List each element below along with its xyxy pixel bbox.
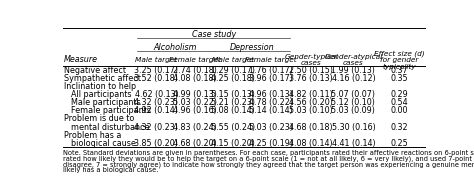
Text: Gender-atypical
cases: Gender-atypical cases <box>324 54 383 66</box>
Text: 4.15 (0.20): 4.15 (0.20) <box>211 139 255 148</box>
Text: 4.68 (0.18): 4.68 (0.18) <box>289 122 333 132</box>
Text: mental disturbance: mental disturbance <box>71 122 149 132</box>
Text: 5.08 (0.14): 5.08 (0.14) <box>211 106 255 115</box>
Text: 4.99 (0.13): 4.99 (0.13) <box>173 90 217 99</box>
Text: 5.03 (0.10): 5.03 (0.10) <box>289 106 333 115</box>
Text: 0.37: 0.37 <box>391 66 409 75</box>
Text: biological cause: biological cause <box>71 139 136 148</box>
Text: 5.15 (0.13): 5.15 (0.13) <box>211 90 255 99</box>
Text: 3.85 (0.20): 3.85 (0.20) <box>135 139 178 148</box>
Text: 3.76 (0.13): 3.76 (0.13) <box>289 74 333 83</box>
Text: 1.99 (0.13): 1.99 (0.13) <box>331 66 375 75</box>
Text: 0.32: 0.32 <box>391 122 409 132</box>
Text: Problem is due to: Problem is due to <box>64 114 135 123</box>
Text: 3.96 (0.17): 3.96 (0.17) <box>249 74 293 83</box>
Text: Male target: Male target <box>136 57 177 63</box>
Text: Note. Standard deviations are given in parentheses. For each case, participants : Note. Standard deviations are given in p… <box>63 150 474 156</box>
Text: rated how likely they would be to help the target on a 6-point scale (1 = not at: rated how likely they would be to help t… <box>63 155 474 162</box>
Text: 3.52 (0.18): 3.52 (0.18) <box>135 74 178 83</box>
Text: 5.55 (0.24): 5.55 (0.24) <box>211 122 255 132</box>
Text: 5.03 (0.09): 5.03 (0.09) <box>331 106 375 115</box>
Text: Female target: Female target <box>245 57 297 63</box>
Text: 1.76 (0.17): 1.76 (0.17) <box>249 66 293 75</box>
Text: 4.62 (0.13): 4.62 (0.13) <box>135 90 178 99</box>
Text: Male participants: Male participants <box>71 98 141 107</box>
Text: 4.08 (0.18): 4.08 (0.18) <box>173 74 217 83</box>
Text: 3.25 (0.17): 3.25 (0.17) <box>135 66 178 75</box>
Text: 5.30 (0.16): 5.30 (0.16) <box>331 122 375 132</box>
Text: disagree, 7 = strongly agree) to indicate how strongly they agreed that the targ: disagree, 7 = strongly agree) to indicat… <box>63 161 474 168</box>
Text: 0.25: 0.25 <box>391 139 409 148</box>
Text: 4.16 (0.12): 4.16 (0.12) <box>331 74 375 83</box>
Text: 4.32 (0.23): 4.32 (0.23) <box>135 122 178 132</box>
Text: All participants: All participants <box>71 90 131 99</box>
Text: 5.03 (0.23): 5.03 (0.23) <box>249 122 293 132</box>
Text: 4.56 (0.20): 4.56 (0.20) <box>289 98 333 107</box>
Text: 4.41 (0.14): 4.41 (0.14) <box>332 139 375 148</box>
Text: 0.00: 0.00 <box>391 106 409 115</box>
Text: 4.32 (0.23): 4.32 (0.23) <box>135 98 178 107</box>
Text: Sympathetic affect: Sympathetic affect <box>64 74 141 83</box>
Text: Alcoholism: Alcoholism <box>154 43 197 52</box>
Text: Female target: Female target <box>169 57 220 63</box>
Text: 5.03 (0.22): 5.03 (0.22) <box>173 98 217 107</box>
Text: 0.54: 0.54 <box>391 98 409 107</box>
Text: 4.25 (0.18): 4.25 (0.18) <box>211 74 255 83</box>
Text: 5.07 (0.07): 5.07 (0.07) <box>331 90 375 99</box>
Text: 4.08 (0.14): 4.08 (0.14) <box>289 139 333 148</box>
Text: Effect size (d)
for gender
typicality: Effect size (d) for gender typicality <box>374 50 425 70</box>
Text: 4.82 (0.11): 4.82 (0.11) <box>289 90 333 99</box>
Text: 4.96 (0.16): 4.96 (0.16) <box>173 106 217 115</box>
Text: 5.21 (0.23): 5.21 (0.23) <box>211 98 255 107</box>
Text: Problem has a: Problem has a <box>64 131 121 140</box>
Text: Case study: Case study <box>191 30 236 39</box>
Text: Gender-typical
cases: Gender-typical cases <box>284 54 338 66</box>
Text: 2.50 (0.15): 2.50 (0.15) <box>289 66 333 75</box>
Text: 5.12 (0.10): 5.12 (0.10) <box>331 98 375 107</box>
Text: 2.74 (0.18): 2.74 (0.18) <box>173 66 217 75</box>
Text: Depression: Depression <box>229 43 274 52</box>
Text: 4.25 (0.19): 4.25 (0.19) <box>249 139 293 148</box>
Text: 4.68 (0.20): 4.68 (0.20) <box>173 139 217 148</box>
Text: 5.14 (0.14): 5.14 (0.14) <box>249 106 293 115</box>
Text: 4.92 (0.14): 4.92 (0.14) <box>135 106 178 115</box>
Text: 0.29: 0.29 <box>391 90 409 99</box>
Text: Female participants: Female participants <box>71 106 151 115</box>
Text: 4.78 (0.22): 4.78 (0.22) <box>249 98 293 107</box>
Text: 4.83 (0.24): 4.83 (0.24) <box>173 122 217 132</box>
Text: Inclination to help: Inclination to help <box>64 82 136 91</box>
Text: 0.35: 0.35 <box>391 74 409 83</box>
Text: 1.29 (0.17): 1.29 (0.17) <box>211 66 255 75</box>
Text: Male target: Male target <box>212 57 254 63</box>
Text: likely has a biological cause.: likely has a biological cause. <box>63 167 158 173</box>
Text: Measure: Measure <box>64 55 98 64</box>
Text: 4.96 (0.13): 4.96 (0.13) <box>249 90 293 99</box>
Text: Negative affect: Negative affect <box>64 66 126 75</box>
